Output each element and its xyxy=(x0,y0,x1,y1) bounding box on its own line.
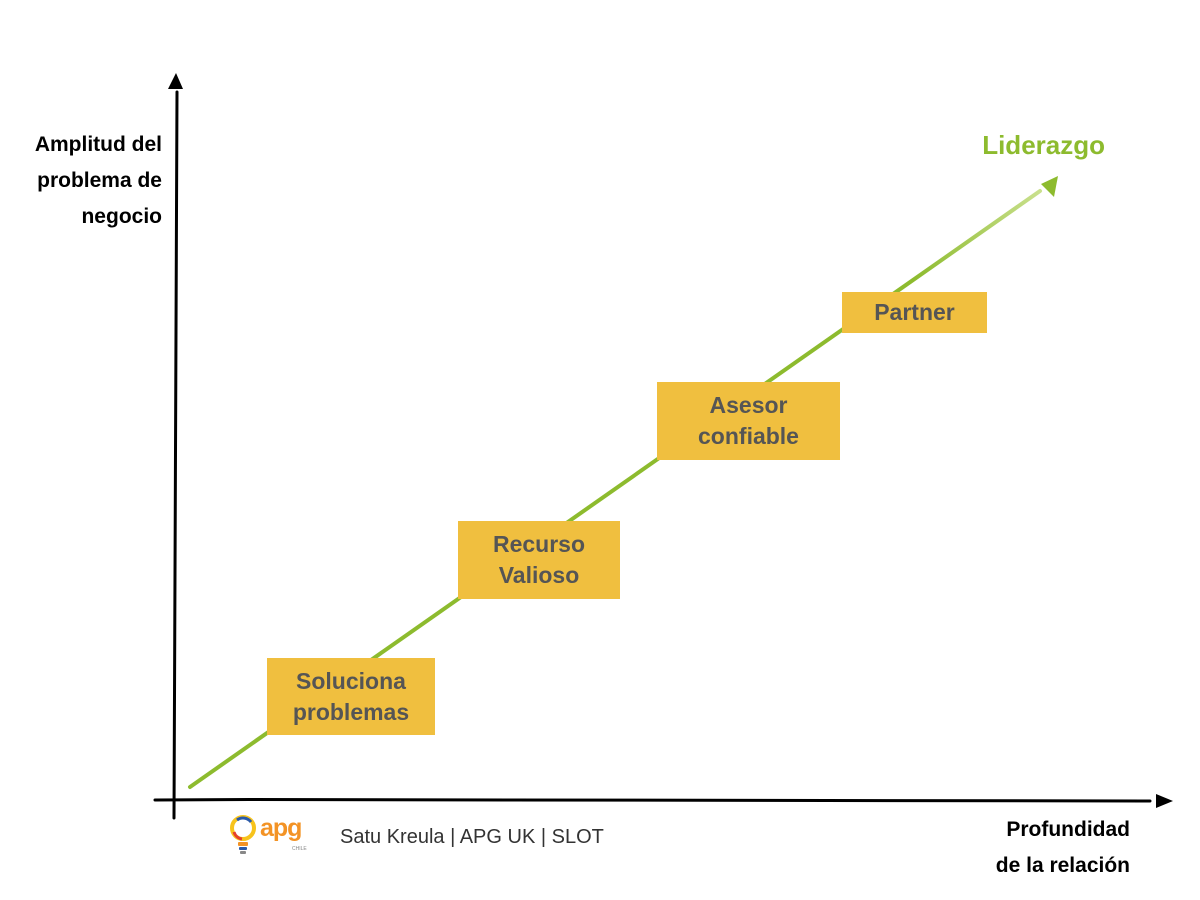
logo-country: CHILE xyxy=(292,846,307,852)
arrowhead-icon xyxy=(1041,176,1058,197)
stage-box-asesor-confiable: Asesor confiable xyxy=(657,382,840,460)
y-axis-label: Amplitud del problema de negocio xyxy=(34,133,162,228)
x-axis-label: Profundidad de la relación xyxy=(995,818,1130,877)
credit-text: Satu Kreula | APG UK | SLOT xyxy=(340,826,604,848)
stage-box-recurso-valioso: Recurso Valioso xyxy=(458,521,620,599)
x-axis-line xyxy=(153,797,1152,803)
logo-wordmark: apg xyxy=(260,814,302,842)
stage-box-soluciona-problemas: Soluciona problemas xyxy=(267,658,435,735)
y-axis-line xyxy=(172,90,179,820)
lightbulb-logo-icon xyxy=(230,815,256,854)
arrow-up-icon xyxy=(168,73,183,89)
arrow-right-icon xyxy=(1156,794,1173,808)
apg-logo: apg CHILE xyxy=(226,812,310,860)
stage-box-partner: Partner xyxy=(842,292,987,333)
goal-label: Liderazgo xyxy=(982,130,1105,160)
